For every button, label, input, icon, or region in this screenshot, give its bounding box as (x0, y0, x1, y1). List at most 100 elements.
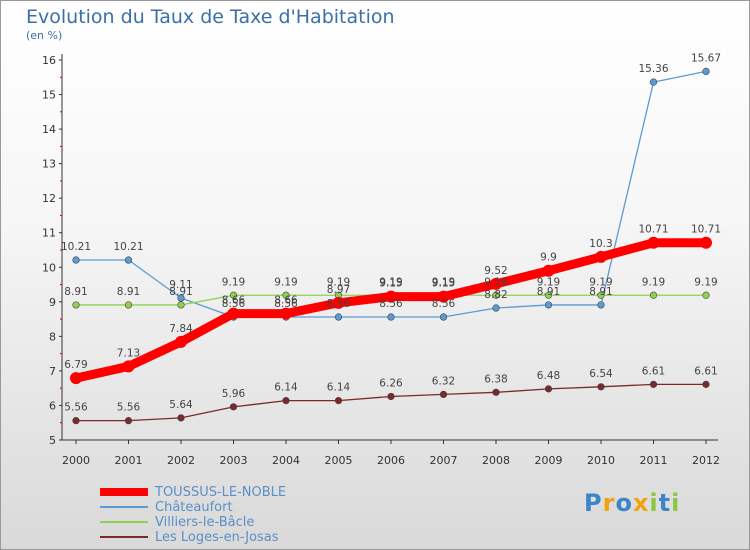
y-tick-label: 7 (49, 365, 56, 378)
data-point-toussus-le-noble (647, 236, 660, 249)
x-tick-label: 2001 (115, 454, 143, 467)
data-point-villiers-le-b-cle (177, 301, 185, 309)
data-label-les-loges-en-josas: 6.54 (589, 368, 613, 380)
y-tick-label: 11 (42, 227, 56, 240)
data-point-villiers-le-b-cle (597, 291, 605, 299)
data-point-les-loges-en-josas (124, 417, 133, 425)
data-point-ch-teaufort (544, 301, 553, 309)
data-label-villiers-le-b-cle: 9.19 (484, 276, 507, 288)
legend-label: Villiers-le-Bâcle (155, 515, 255, 530)
data-point-villiers-le-b-cle (649, 291, 658, 299)
data-point-villiers-le-b-cle (229, 291, 238, 299)
data-point-les-loges-en-josas (72, 417, 80, 425)
data-point-les-loges-en-josas (544, 385, 553, 393)
data-point-les-loges-en-josas (702, 380, 710, 388)
data-label-toussus-le-noble: 6.79 (64, 359, 87, 371)
data-point-les-loges-en-josas (229, 403, 238, 411)
legend-swatch (100, 506, 148, 508)
x-tick-label: 2003 (220, 454, 248, 467)
data-point-ch-teaufort (649, 78, 658, 86)
data-label-ch-teaufort: 8.56 (432, 298, 456, 310)
data-label-villiers-le-b-cle: 9.19 (694, 276, 717, 288)
data-point-toussus-le-noble (175, 335, 187, 348)
data-label-les-loges-en-josas: 5.56 (117, 402, 141, 414)
data-label-les-loges-en-josas: 5.96 (222, 388, 246, 400)
y-tick-label: 8 (49, 330, 56, 343)
data-point-les-loges-en-josas (649, 380, 658, 388)
data-label-villiers-le-b-cle: 9.19 (589, 276, 612, 288)
data-label-villiers-le-b-cle: 9.19 (642, 276, 665, 288)
x-tick-label: 2000 (62, 454, 90, 467)
logo-letter: i (649, 489, 659, 517)
y-tick-label: 6 (49, 399, 56, 412)
data-point-ch-teaufort (124, 256, 133, 264)
data-label-ch-teaufort: 10.21 (113, 241, 143, 253)
data-label-les-loges-en-josas: 6.14 (274, 382, 298, 394)
data-point-ch-teaufort (702, 67, 710, 75)
data-point-les-loges-en-josas (334, 397, 343, 405)
data-label-les-loges-en-josas: 5.64 (169, 399, 193, 411)
data-label-ch-teaufort: 15.67 (691, 52, 721, 64)
data-label-ch-teaufort: 8.56 (327, 298, 351, 310)
data-label-toussus-le-noble: 7.13 (117, 347, 140, 359)
data-point-toussus-le-noble (227, 307, 240, 320)
data-point-toussus-le-noble (542, 264, 555, 277)
data-label-les-loges-en-josas: 6.32 (432, 375, 455, 387)
data-point-villiers-le-b-cle (544, 291, 553, 299)
data-point-toussus-le-noble (332, 296, 345, 309)
data-point-ch-teaufort (72, 256, 80, 264)
data-label-ch-teaufort: 15.36 (638, 63, 668, 75)
logo-letter: i (671, 489, 681, 517)
data-label-toussus-le-noble: 7.84 (169, 323, 193, 335)
data-point-ch-teaufort (387, 313, 395, 321)
x-tick-label: 2004 (272, 454, 300, 467)
data-point-ch-teaufort (439, 313, 448, 321)
data-point-ch-teaufort (492, 304, 500, 312)
data-label-ch-teaufort: 8.91 (537, 286, 560, 298)
data-point-les-loges-en-josas (439, 390, 448, 399)
y-tick-label: 16 (42, 54, 56, 67)
data-point-toussus-le-noble (385, 290, 397, 303)
data-point-villiers-le-b-cle (492, 291, 500, 299)
y-tick-label: 9 (49, 296, 56, 309)
logo-letter: o (615, 489, 633, 517)
data-label-les-loges-en-josas: 6.26 (379, 377, 403, 389)
data-point-les-loges-en-josas (387, 392, 395, 401)
data-point-les-loges-en-josas (492, 388, 500, 396)
data-label-toussus-le-noble: 9.52 (484, 265, 507, 277)
data-label-villiers-le-b-cle: 8.91 (64, 286, 87, 298)
logo-letter: t (658, 489, 672, 517)
data-label-toussus-le-noble: 9.9 (540, 252, 557, 264)
data-point-ch-teaufort (334, 313, 343, 321)
chart-title: Evolution du Taux de Taxe d'Habitation (26, 6, 395, 28)
data-point-villiers-le-b-cle (702, 291, 710, 299)
y-tick-label: 5 (49, 434, 56, 447)
data-point-toussus-le-noble (700, 236, 712, 249)
data-label-villiers-le-b-cle: 9.19 (222, 276, 245, 288)
data-point-les-loges-en-josas (282, 397, 290, 405)
data-point-toussus-le-noble (122, 360, 135, 373)
data-label-les-loges-en-josas: 6.61 (694, 365, 717, 377)
data-point-villiers-le-b-cle (282, 291, 290, 299)
y-tick-label: 14 (42, 123, 56, 136)
logo-letter: P (584, 489, 603, 517)
x-tick-label: 2010 (587, 454, 615, 467)
legend-swatch (100, 536, 148, 538)
data-label-les-loges-en-josas: 6.38 (484, 373, 507, 385)
data-label-ch-teaufort: 8.82 (484, 289, 507, 301)
data-point-villiers-le-b-cle (72, 301, 80, 309)
chart-subtitle: (en %) (26, 29, 63, 42)
data-label-villiers-le-b-cle: 8.91 (117, 286, 140, 298)
data-point-villiers-le-b-cle (124, 301, 133, 309)
logo-letter: x (632, 489, 650, 517)
proxiti-logo: Proxiti (584, 489, 680, 517)
data-label-toussus-le-noble: 8.66 (274, 295, 298, 307)
x-tick-label: 2011 (640, 454, 668, 467)
data-label-les-loges-en-josas: 6.61 (642, 365, 665, 377)
data-label-villiers-le-b-cle: 9.19 (379, 276, 402, 288)
data-label-toussus-le-noble: 8.66 (222, 295, 246, 307)
data-label-villiers-le-b-cle: 8.91 (169, 286, 192, 298)
y-tick-label: 15 (42, 89, 56, 102)
